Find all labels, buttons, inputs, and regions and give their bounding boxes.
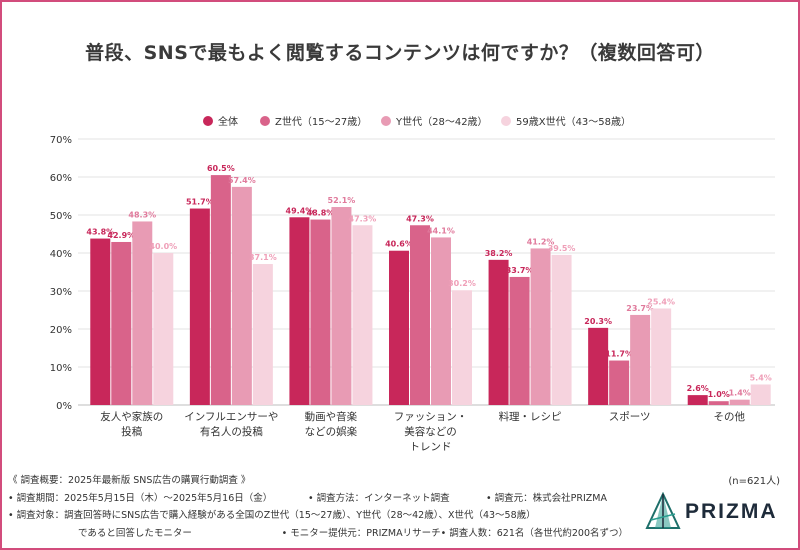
x-tick-label: その他 bbox=[713, 410, 745, 423]
y-tick-label: 70% bbox=[50, 135, 72, 146]
x-tick-label: ファッション・ bbox=[394, 411, 468, 423]
y-tick-label: 20% bbox=[50, 325, 72, 336]
bar-5-4 bbox=[551, 254, 572, 405]
bar-4-3 bbox=[431, 237, 451, 405]
x-tick-label: 投稿 bbox=[121, 425, 142, 438]
y-tick-label: 0% bbox=[56, 401, 72, 412]
bar-6-2 bbox=[609, 360, 630, 405]
legend-label-2: Z世代（15～27歳） bbox=[275, 116, 367, 128]
data-label-4-3: 44.1% bbox=[427, 226, 455, 235]
bar-5-3 bbox=[530, 248, 551, 405]
data-label-6-2: 11.7% bbox=[605, 350, 633, 359]
bar-1-4 bbox=[153, 253, 174, 405]
data-label-2-2: 60.5% bbox=[207, 164, 235, 173]
y-tick-label: 60% bbox=[50, 173, 72, 184]
data-label-1-2: 42.9% bbox=[107, 231, 135, 240]
sample-size-label: (n=621人) bbox=[728, 476, 780, 487]
y-tick-label: 50% bbox=[50, 211, 72, 222]
legend-marker-4 bbox=[501, 116, 511, 126]
prizma-logo-text: PRIZMA bbox=[685, 500, 778, 523]
data-label-4-1: 40.6% bbox=[385, 240, 413, 249]
notes-method: • 調査方法：インターネット調査 bbox=[308, 492, 450, 504]
x-tick-label: トレンド bbox=[410, 441, 452, 453]
notes-period: • 調査期間：2025年5月15日（木）～2025年5月16日（金） bbox=[8, 492, 273, 504]
y-tick-label: 40% bbox=[50, 249, 72, 260]
data-label-3-1: 49.4% bbox=[286, 206, 314, 215]
x-tick-label: 有名人の投稿 bbox=[200, 425, 263, 438]
bar-5-2 bbox=[509, 276, 530, 405]
data-label-1-4: 40.0% bbox=[149, 242, 177, 251]
data-label-2-3: 57.4% bbox=[228, 176, 256, 185]
x-tick-label: 料理・レシピ bbox=[499, 410, 562, 423]
bar-1-3 bbox=[132, 221, 153, 405]
data-label-7-2: 1.0% bbox=[708, 390, 730, 399]
bar-2-1 bbox=[189, 208, 210, 405]
data-label-7-3: 1.4% bbox=[729, 389, 751, 398]
bar-5-1 bbox=[488, 259, 509, 405]
bar-1-1 bbox=[90, 238, 111, 405]
x-tick-label: インフルエンサーや bbox=[184, 411, 278, 423]
legend-marker-3 bbox=[381, 116, 391, 126]
data-label-3-4: 47.3% bbox=[349, 214, 377, 223]
notes-source: • 調査元：株式会社PRIZMA bbox=[486, 492, 607, 504]
bar-4-2 bbox=[410, 225, 430, 405]
data-label-2-1: 51.7% bbox=[186, 198, 214, 207]
legend-marker-2 bbox=[260, 116, 270, 126]
legend-label-3: Y世代（28～42歳） bbox=[395, 116, 488, 128]
bar-4-1 bbox=[389, 250, 409, 405]
notes-target-cont: であると回答したモニター bbox=[78, 527, 192, 539]
chart-title: 普段、SNSで最もよく閲覧するコンテンツは何ですか？（複数回答可） bbox=[85, 42, 715, 64]
prizma-triangle-icon bbox=[645, 492, 681, 529]
bar-3-2 bbox=[310, 219, 331, 405]
data-label-6-1: 20.3% bbox=[584, 317, 612, 326]
bar-6-1 bbox=[588, 327, 609, 405]
data-label-5-2: 33.7% bbox=[506, 266, 534, 275]
data-label-1-3: 48.3% bbox=[128, 210, 156, 219]
data-label-5-4: 39.5% bbox=[548, 244, 576, 253]
data-label-3-2: 48.8% bbox=[307, 209, 335, 218]
data-label-4-2: 47.3% bbox=[406, 214, 434, 223]
data-label-7-4: 5.4% bbox=[750, 373, 772, 382]
bar-6-3 bbox=[630, 314, 651, 405]
bar-1-2 bbox=[111, 241, 132, 405]
bar-7-3 bbox=[729, 399, 750, 405]
bar-6-4 bbox=[651, 308, 672, 405]
legend-label-1: 全体 bbox=[218, 115, 238, 128]
x-tick-label: 美容などの bbox=[404, 425, 457, 438]
survey-notes: 《 調査概要：2025年最新版 SNS広告の購買行動調査 》 • 調査期間：20… bbox=[8, 472, 628, 542]
bar-2-2 bbox=[210, 175, 231, 405]
x-tick-label: スポーツ bbox=[609, 411, 651, 423]
y-tick-label: 10% bbox=[50, 363, 72, 374]
data-label-4-4: 30.2% bbox=[448, 279, 476, 288]
data-label-6-3: 23.7% bbox=[626, 304, 654, 313]
x-tick-label: などの娯楽 bbox=[305, 425, 358, 438]
data-label-2-4: 37.1% bbox=[249, 253, 277, 262]
data-label-7-1: 2.6% bbox=[687, 384, 709, 393]
y-tick-label: 30% bbox=[50, 287, 72, 298]
legend-label-4: 59歳X世代（43～58歳） bbox=[516, 116, 631, 128]
notes-header: 《 調査概要：2025年最新版 SNS広告の購買行動調査 》 bbox=[8, 475, 251, 486]
notes-provider: • モニター提供元：PRIZMAリサーチ bbox=[281, 527, 441, 539]
bar-7-4 bbox=[750, 384, 771, 405]
bar-7-2 bbox=[708, 401, 729, 405]
data-label-5-3: 41.2% bbox=[527, 237, 555, 246]
bar-2-4 bbox=[252, 264, 273, 405]
bar-3-1 bbox=[289, 217, 310, 405]
bar-2-3 bbox=[231, 186, 252, 405]
bar-3-4 bbox=[352, 225, 373, 405]
bar-4-4 bbox=[452, 290, 472, 405]
data-label-5-1: 38.2% bbox=[485, 249, 513, 258]
notes-count: • 調査人数：621名（各世代約200名ずつ） bbox=[440, 527, 628, 539]
legend-marker-1 bbox=[203, 116, 213, 126]
data-label-1-1: 43.8% bbox=[86, 228, 114, 237]
prizma-logo: PRIZMA bbox=[645, 492, 785, 536]
x-tick-label: 動画や音楽 bbox=[305, 410, 358, 423]
x-tick-label: 友人や家族の bbox=[100, 410, 163, 423]
data-label-6-4: 25.4% bbox=[647, 297, 675, 306]
bar-chart: 全体 Z世代（15～27歳） Y世代（28～42歳） 59歳X世代（43～58歳） 0%… bbox=[50, 115, 775, 453]
bar-3-3 bbox=[331, 207, 352, 405]
bar-7-1 bbox=[687, 395, 708, 405]
data-label-3-3: 52.1% bbox=[328, 196, 356, 205]
notes-target: • 調査対象：調査回答時にSNS広告で購入経験がある全国のZ世代（15～27歳）… bbox=[8, 510, 536, 521]
